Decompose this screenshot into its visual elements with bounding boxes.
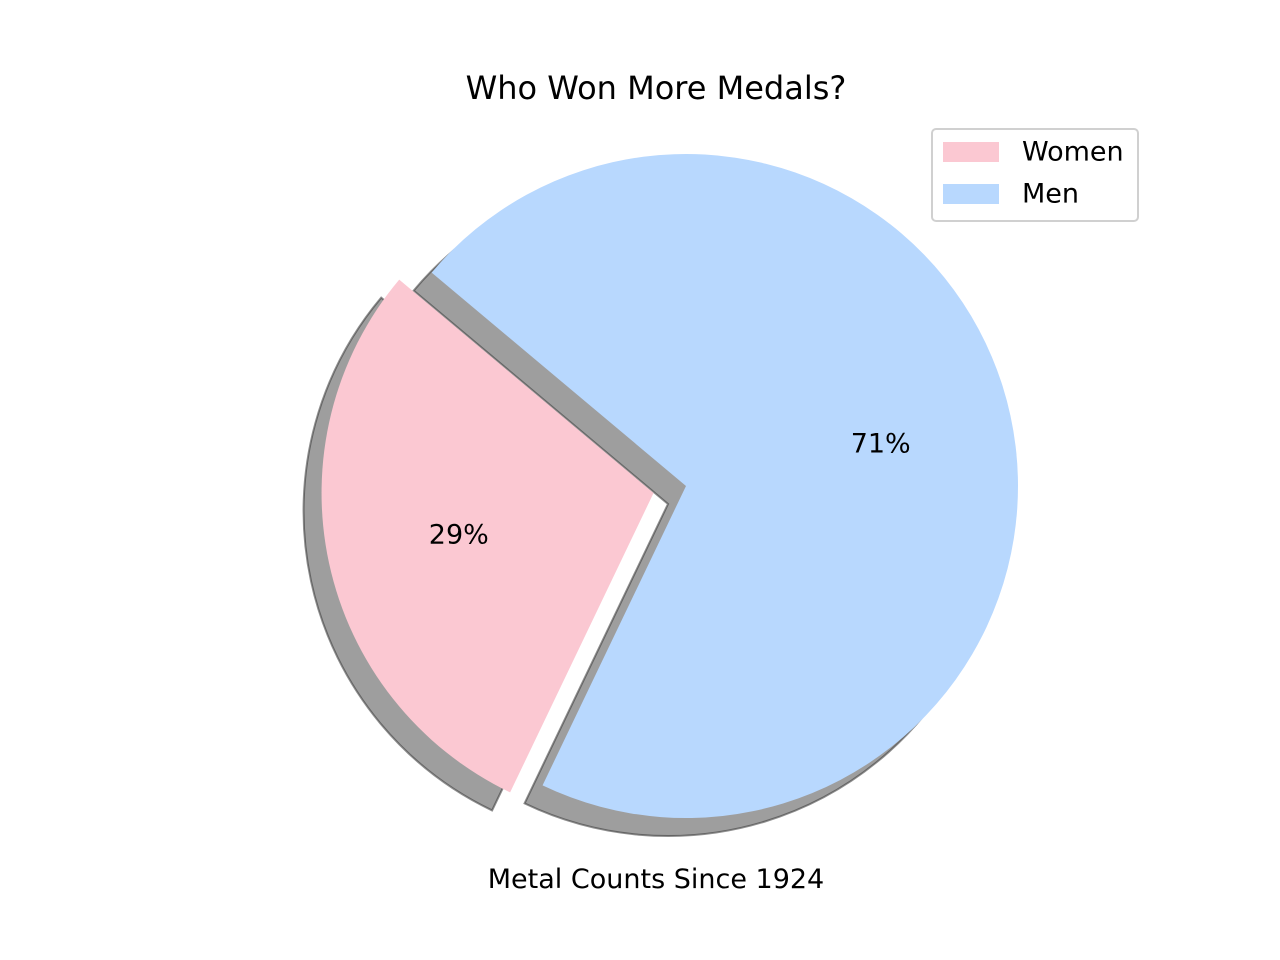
slice-men — [431, 153, 1018, 818]
x-axis-label: Metal Counts Since 1924 — [488, 864, 824, 895]
slice-label-men: 71% — [851, 428, 911, 459]
slice-women — [321, 279, 654, 793]
legend-label-women: Women — [1022, 137, 1124, 168]
legend-label-men: Men — [1022, 179, 1079, 210]
chart-title: Who Won More Medals? — [466, 69, 847, 107]
legend-swatch-women — [943, 142, 999, 162]
slice-labels: 29% 71% — [429, 428, 911, 550]
slice-label-women: 29% — [429, 520, 489, 551]
legend-swatch-men — [943, 184, 999, 204]
pie-slices — [321, 153, 1018, 818]
legend: Women Men — [931, 128, 1139, 222]
